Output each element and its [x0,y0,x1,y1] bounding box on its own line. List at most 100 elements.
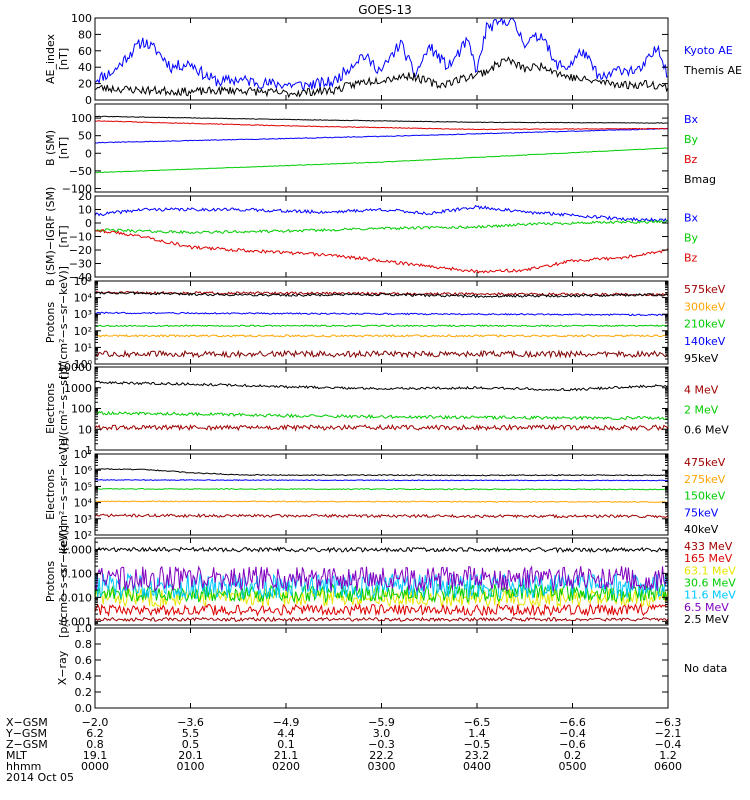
series-line-4-mev [95,423,668,432]
panel-xray: 0.0 0.2 0.4 0.6 0.8 1.0 X−ray No data [56,622,727,715]
legend-entry: Bx [684,212,699,225]
y-tick-label: 100 [71,12,92,25]
legend-entry: By [684,133,699,146]
panel-frame [94,17,669,101]
x-row-value: −3.6 [177,716,204,729]
legend-entry: By [684,232,699,245]
legend-entry: 300keV [684,300,726,313]
no-data-note: No data [684,662,727,675]
legend: Bx By Bz [684,212,699,265]
legend-entry: 6.5 MeV [684,601,729,614]
x-row-value: −0.6 [559,738,586,751]
y-tick-label: 10² [74,529,92,542]
legend-entry: 11.6 MeV [684,589,736,602]
x-row-value: 6.2 [86,727,104,740]
y-tick-label: 1.000 [61,543,93,556]
y-tick-label: −20 [69,244,92,257]
y-tick-label: 100 [71,112,92,125]
legend-entry: Bmag [684,173,716,186]
y-tick-label: 0.6 [75,654,93,667]
legend-entry: 433 MeV [684,540,733,553]
panel-frame [94,366,669,451]
y-tick-label: 10¹ [74,341,92,354]
x-row-value: −0.4 [655,738,682,751]
chart-title: GOES-13 [358,3,412,17]
series-line-275kev [95,500,668,503]
legend-entry: 475keV [684,456,726,469]
x-row-value: −0.3 [368,738,395,751]
x-row-label: hhmm [6,760,41,773]
y-tick-label: 10⁵ [74,480,92,493]
x-row-value: 1.4 [468,727,486,740]
x-row-value: 0300 [368,760,396,773]
legend: No data [684,662,727,675]
x-row-value: −0.4 [559,727,586,740]
x-row-value: −6.5 [464,716,491,729]
panel-frame [94,453,669,536]
x-row-value: 0.5 [182,738,200,751]
y-tick-label: 0 [85,147,92,160]
legend-entry: 2 MeV [684,404,719,417]
x-row-value: 22.2 [369,749,394,762]
series-line-themis-ae [95,56,668,99]
series-line-bz [95,120,668,131]
y-tick-label: 1 [85,444,92,457]
legend-entry: 95keV [684,352,719,365]
x-row-label: Y−GSM [5,727,47,740]
legend-entry: Themis AE [683,64,742,77]
y-tick-label: 0.0 [75,702,93,715]
series-line-150kev [95,487,668,491]
legend: 475keV 275keV 150keV 75keV 40keV [684,456,726,536]
series-line-300kev [95,334,668,338]
series-line-bmag [95,115,668,124]
y-axis-label: B (SM)−IGRF (SM)[nT] [44,187,70,287]
x-row-value: −2.0 [82,716,109,729]
y-tick-label: −40 [69,271,92,284]
legend-entry: 63.1 MeV [684,564,736,577]
x-row-value: 20.1 [178,749,203,762]
series-line-140kev [95,311,668,317]
x-row-value: 0200 [272,760,300,773]
legend: 575keV 300keV 210keV 140keV 95keV [684,283,726,365]
x-row-label: Z−GSM [6,738,48,751]
y-tick-label: −100 [62,182,92,195]
series-line-2.5-mev [95,546,668,554]
legend-entry: 165 MeV [684,552,733,565]
legend-entry: 4 MeV [684,384,719,397]
y-tick-label: 10² [74,325,92,338]
x-row-value: 19.1 [83,749,108,762]
legend-entry: Bz [684,252,698,265]
y-tick-label: 0.4 [75,670,93,683]
panel-protons_low: 10⁰ 10¹ 10² 10³ 10⁴ 10⁵ Protons[p/(cm²−s−sr−ke… [44,266,726,379]
x-row-value: 0.1 [277,738,295,751]
x-row-value: −0.5 [464,738,491,751]
series-group [95,290,668,359]
series-line-by [95,147,668,174]
y-axis-label: B (SM)[nT] [44,130,70,166]
panel-electrons_kev: 10² 10³ 10⁴ 10⁵ 10⁶ 10⁷ Electrons[e/(cm²−s−sr−… [44,438,726,551]
y-tick-label: 1000 [64,382,92,395]
x-row-label: X−GSM [6,716,48,729]
x-row-value: 0500 [559,760,587,773]
legend-entry: 275keV [684,473,726,486]
series-line-by [95,219,668,235]
x-row-value: −5.9 [368,716,395,729]
panel-frame [94,627,669,709]
y-tick-label: 50 [78,130,92,143]
y-tick-label: 10⁵ [74,275,92,288]
series-group [95,546,668,623]
series-group [95,204,668,274]
x-row-value: 23.2 [465,749,490,762]
y-tick-label: 10⁰ [74,358,93,371]
y-tick-label: 10⁴ [74,292,93,305]
x-row-value: 0400 [463,760,491,773]
x-row-value: 0100 [177,760,205,773]
x-row-value: 0.8 [86,738,104,751]
y-tick-label: 40 [78,61,92,74]
legend: 4 MeV 2 MeV 0.6 MeV [684,384,729,437]
y-tick-label: 10⁷ [74,448,92,461]
